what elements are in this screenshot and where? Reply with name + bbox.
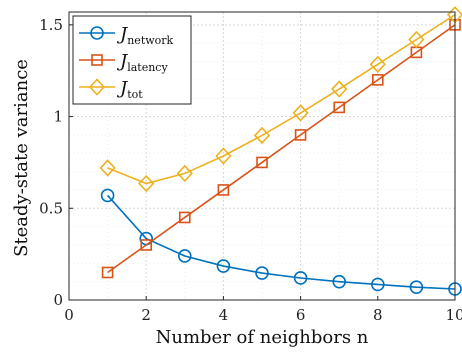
series-line [107,14,456,185]
data-point [294,129,307,141]
x-tick-label: 2 [141,306,151,324]
legend-label: Jnetwork [116,24,174,47]
legend-marker [90,26,104,40]
x-tick-label: 0 [64,306,74,324]
data-point [178,249,192,263]
legend-entry: Jtot [79,78,143,101]
data-point [369,55,386,73]
data-point [138,174,155,193]
data-point [253,126,271,145]
y-tick-label: 1.5 [39,16,63,34]
data-point [256,156,268,169]
x-tick-label: 8 [373,306,383,324]
data-point [215,147,232,165]
data-point [371,74,384,86]
data-point [408,30,425,49]
data-point [333,101,346,114]
legend-entry: Jlatency [79,51,168,74]
data-point [217,184,230,196]
axes-box [68,11,456,301]
data-point [293,271,308,285]
x-tick-label: 4 [219,306,229,324]
legend-marker [91,54,103,66]
data-point [255,266,269,280]
data-point [100,188,115,203]
series-line [107,194,456,290]
data-point [370,277,385,292]
data-point [101,266,114,279]
legend: Jnetwork Jlatency Jtot [72,15,192,105]
y-axis-label: Steady-state variance [11,59,32,257]
data-point [216,259,231,273]
data-point [99,159,116,177]
data-point [140,239,152,251]
data-point [179,211,191,224]
legend-entry: Jnetwork [79,24,174,47]
x-tick-label: 10 [445,306,462,324]
legend-label: Jlatency [116,51,168,74]
x-tick-label: 6 [296,306,306,324]
series-latency [101,19,461,279]
axes [68,11,456,301]
tick-labels: 0 2 4 6 8 10 0 0.5 1 1.5 [39,16,462,324]
data-point [176,164,193,183]
y-tick-label: 0.5 [39,199,63,217]
data-point [409,280,424,294]
legend-marker [88,78,106,96]
series-line [107,24,456,274]
data-point [332,274,347,289]
y-tick-label: 0 [53,291,63,309]
legend-label: Jtot [116,78,143,101]
data-point [331,80,348,98]
data-point [292,104,309,122]
y-tick-label: 1 [53,108,63,126]
x-axis-label: Number of neighbors n [156,327,369,348]
